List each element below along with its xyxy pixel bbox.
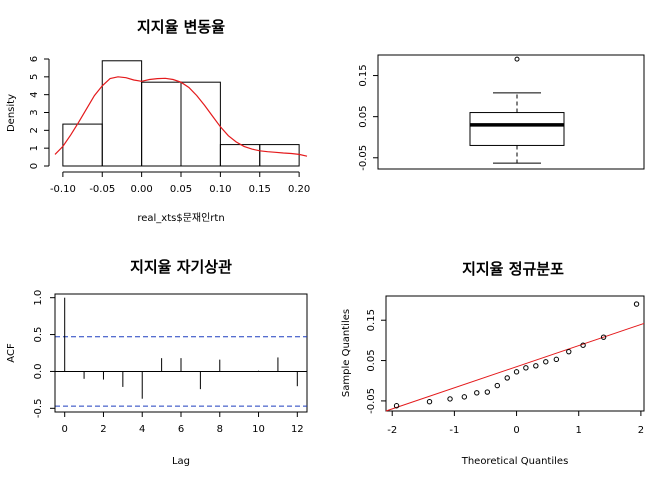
qq-point	[566, 348, 572, 355]
qq-point	[393, 403, 400, 409]
qq-point	[533, 363, 539, 369]
histogram-y-tick-label: 1	[29, 145, 40, 151]
qq-point	[461, 394, 468, 400]
qq-point	[513, 369, 520, 375]
qq-x-tick-label: -1	[449, 425, 459, 436]
histogram-bar-3	[180, 81, 221, 167]
boxplot-panel: -0.05 0.05 0.15	[358, 54, 645, 171]
acf-x-tick-label: 12	[291, 424, 304, 435]
acf-frame	[54, 293, 308, 413]
acf-x-tick-label: 10	[252, 424, 265, 435]
histogram-y-tick-label: 2	[29, 127, 40, 133]
qq-point	[633, 301, 640, 307]
qq-x-tick-label: 1	[576, 425, 582, 436]
qq-point	[553, 356, 560, 363]
histogram-y-tick-label: 0	[29, 163, 40, 169]
histogram-bar-4	[219, 144, 261, 167]
qq-y-tick-label: -0.05	[366, 388, 377, 414]
acf-y-tick-label: 0.0	[33, 363, 44, 379]
density-curve	[54, 76, 308, 157]
qq-y-tick-label: 0.15	[366, 309, 377, 331]
boxplot-y-tick-label: -0.05	[358, 145, 369, 171]
qq-frame	[385, 295, 645, 412]
acf-x-tick-label: 0	[62, 424, 68, 435]
histogram-y-tick-label: 4	[29, 91, 40, 97]
acf-y-tick-label: 0.5	[33, 327, 44, 343]
histogram-bar-1	[101, 60, 143, 167]
qq-x-tick-label: 2	[638, 425, 644, 436]
histogram-x-tick-label: 0.10	[209, 184, 231, 195]
acf-x-tick-label: 6	[178, 424, 184, 435]
acf-y-tick-label: 1.0	[33, 290, 44, 306]
acf-y-tick-label: -0.5	[33, 399, 44, 419]
qq-x-tick-label: 0	[513, 425, 519, 436]
histogram-title: 지지율 변동율	[137, 18, 225, 36]
boxplot-y-axis: -0.05 0.05 0.15	[358, 64, 379, 171]
histogram-y-tick-label: 5	[29, 74, 40, 80]
qq-panel: 지지율 정규분포 -2 -1 0 1 2 -0.05 0.05 0.15 Theoretic…	[341, 260, 645, 467]
histogram-x-tick-label: -0.10	[50, 184, 76, 195]
histogram-x-axis: -0.10 -0.05 0.00 0.05 0.10 0.15 0.20	[50, 171, 310, 195]
qq-x-label: Theoretical Quantiles	[461, 456, 569, 467]
qq-x-axis: -2 -1 0 1 2	[387, 410, 644, 436]
boxplot-outlier	[514, 56, 520, 62]
qq-y-axis: -0.05 0.05 0.15	[366, 309, 387, 414]
acf-x-tick-label: 4	[139, 424, 145, 435]
acf-panel: 지지율 자기상관 0 2 4 6 8 10 12 -0.5 0.0 0.5 1.0 Lag ACF	[6, 258, 308, 467]
histogram-y-label: Density	[6, 94, 17, 132]
histogram-x-tick-label: -0.05	[89, 184, 115, 195]
qq-point	[600, 334, 607, 340]
qq-y-label: Sample Quantiles	[341, 309, 352, 397]
qq-point	[504, 375, 510, 381]
histogram-y-axis: 0 1 2 3 4 5 6	[29, 56, 50, 169]
acf-marks	[55, 297, 307, 407]
qq-y-tick-label: 0.05	[366, 349, 377, 371]
boxplot-y-tick-label: 0.15	[358, 64, 369, 86]
acf-x-tick-label: 2	[100, 424, 106, 435]
acf-x-label: Lag	[172, 456, 190, 467]
qq-title: 지지율 정규분포	[462, 260, 564, 278]
acf-y-axis: -0.5 0.0 0.5 1.0	[33, 290, 56, 419]
boxplot-y-tick-label: 0.05	[358, 106, 369, 128]
boxplot-box	[469, 112, 565, 146]
histogram-bars	[62, 60, 300, 167]
qq-point	[543, 359, 549, 365]
histogram-y-tick-label: 3	[29, 109, 40, 115]
acf-x-tick-label: 8	[217, 424, 223, 435]
qq-point	[523, 365, 529, 371]
qq-point	[447, 396, 453, 402]
qq-x-tick-label: -2	[387, 425, 397, 436]
histogram-panel: 지지율 변동율 -0.10 -0.05 0.00 0.05 0.10 0.15 0.20 0…	[6, 18, 310, 224]
histogram-x-tick-label: 0.00	[130, 184, 152, 195]
boxplot-shapes	[469, 56, 565, 164]
acf-title: 지지율 자기상관	[130, 258, 232, 276]
qq-point	[580, 342, 586, 348]
qq-marks	[385, 301, 645, 412]
histogram-bar-5	[259, 144, 300, 167]
histogram-y-tick-label: 6	[29, 56, 40, 62]
boxplot-frame	[377, 54, 645, 170]
qq-point	[484, 389, 491, 395]
histogram-x-tick-label: 0.20	[288, 184, 310, 195]
histogram-bar-0	[62, 123, 103, 167]
histogram-x-tick-label: 0.15	[249, 184, 271, 195]
histogram-x-label: real_xts$문재인rtn	[137, 212, 224, 224]
histogram-x-tick-label: 0.05	[170, 184, 192, 195]
histogram-bar-2	[141, 81, 182, 167]
acf-y-label: ACF	[6, 343, 17, 363]
acf-x-axis: 0 2 4 6 8 10 12	[62, 411, 304, 435]
qq-reference-line	[385, 322, 645, 412]
qq-point	[426, 399, 433, 405]
qq-point	[474, 390, 480, 396]
qq-point	[494, 382, 500, 389]
